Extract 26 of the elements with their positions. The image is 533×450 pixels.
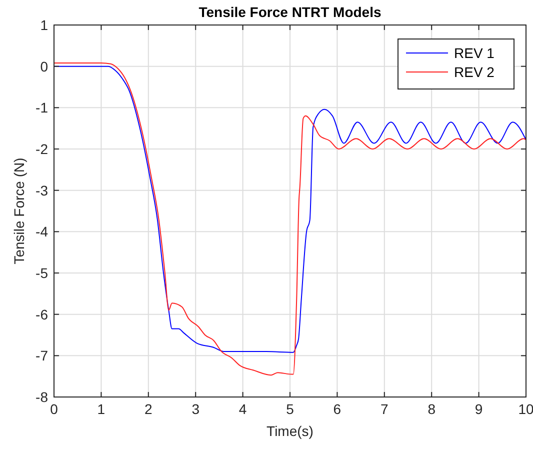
x-tick-label: 5: [286, 401, 294, 417]
x-tick-label: 6: [333, 401, 342, 417]
y-tick-label: -8: [36, 389, 48, 405]
y-tick-label: -7: [36, 348, 48, 364]
x-tick-label: 4: [238, 401, 247, 417]
y-tick-label: -4: [36, 224, 48, 240]
y-tick-label: -2: [36, 141, 48, 157]
y-tick-label: -6: [36, 306, 48, 322]
chart-title: Tensile Force NTRT Models: [198, 4, 382, 20]
y-tick-label: 1: [40, 17, 48, 33]
x-tick-label: 2: [144, 401, 152, 417]
x-tick-label: 0: [50, 401, 58, 417]
y-tick-label: -1: [36, 100, 48, 116]
x-tick-label: 3: [192, 401, 200, 417]
x-axis-title: Time(s): [266, 423, 314, 439]
legend-label: REV 2: [454, 64, 495, 80]
y-tick-label: -3: [36, 182, 48, 198]
x-tick-label: 10: [518, 401, 533, 417]
y-tick-label: -5: [36, 265, 48, 281]
legend-label: REV 1: [454, 45, 495, 61]
y-axis-title: Tensile Force (N): [11, 158, 27, 264]
y-tick-label: 0: [40, 58, 48, 74]
x-tick-label: 8: [428, 401, 436, 417]
x-tick-label: 1: [97, 401, 106, 417]
x-tick-label: 7: [380, 401, 388, 417]
x-tick-label: 9: [474, 401, 483, 417]
